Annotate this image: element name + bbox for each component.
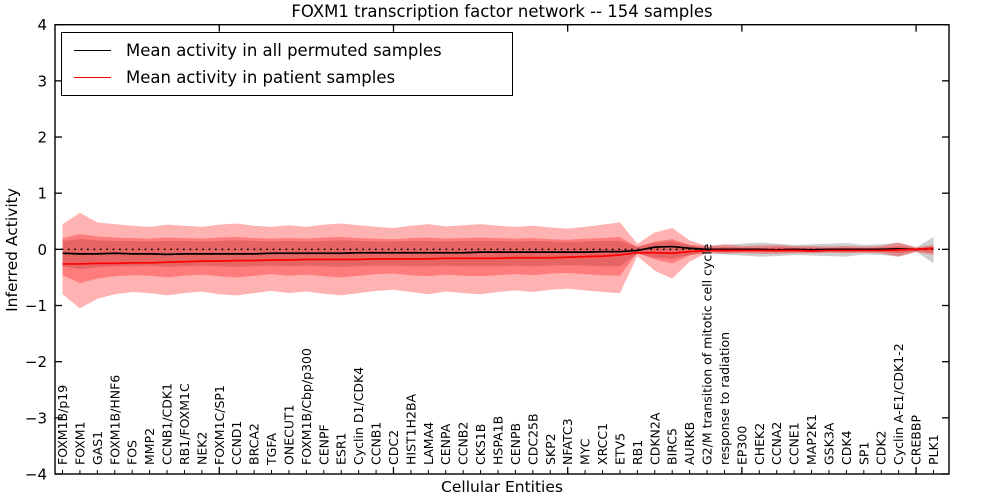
- x-tick-label: BRCA2: [247, 423, 262, 465]
- x-tick-label: CENPA: [438, 423, 453, 465]
- x-tick-label: XRCC1: [595, 423, 610, 465]
- x-tick-label: CDKN2A: [647, 412, 662, 465]
- x-tick-label: FOS: [125, 440, 140, 465]
- x-tick-label: SKP2: [543, 433, 558, 465]
- x-tick-label: G2/M transition of mitotic cell cycle: [700, 243, 715, 465]
- y-tick-label: −2: [25, 353, 47, 371]
- x-tick-label: CKS1B: [473, 424, 488, 465]
- legend-entry-permuted: Mean activity in all permuted samples: [74, 38, 512, 64]
- y-tick-label: 3: [37, 72, 47, 90]
- x-tick-label: LAMA4: [421, 422, 436, 465]
- x-tick-label: ETV5: [612, 433, 627, 465]
- x-tick-label: ONECUT1: [281, 404, 296, 465]
- x-tick-label: CCNE1: [787, 422, 802, 465]
- x-tick-label: AURKB: [682, 422, 697, 465]
- y-tick-label: 2: [37, 129, 47, 147]
- x-tick-label: FOXM1C/SP1: [212, 385, 227, 465]
- x-tick-label: GSK3A: [821, 422, 836, 465]
- x-tick-label: RB1: [630, 440, 645, 465]
- x-tick-label: CENPB: [508, 423, 523, 465]
- x-tick-label: MYC: [578, 438, 593, 465]
- x-tick-label: FOXM1: [72, 421, 87, 465]
- x-tick-label: NEK2: [194, 432, 209, 465]
- x-tick-label: CENPF: [316, 424, 331, 465]
- patient-mean-line: [62, 247, 934, 265]
- x-tick-label: CCNB1/CDK1: [160, 383, 175, 465]
- x-tick-label: CDC2: [386, 430, 401, 465]
- x-tick-label: Cyclin A-E1/CDK1-2: [891, 343, 906, 465]
- legend-label-permuted: Mean activity in all permuted samples: [126, 41, 442, 60]
- patient-samples-outer-range-band: [62, 212, 934, 309]
- legend-line-patient-icon: [74, 77, 111, 78]
- x-tick-label: CHEK2: [752, 423, 767, 465]
- x-tick-label: CCND1: [229, 421, 244, 465]
- x-tick-label: FOXM1B/p19: [55, 385, 70, 465]
- x-tick-label: response to radiation: [717, 332, 732, 465]
- x-axis-label: Cellular Entities: [441, 478, 563, 496]
- x-tick-label: FOXM1B/HNF6: [107, 375, 122, 465]
- x-tick-label: RB1/FOXM1C: [177, 383, 192, 465]
- legend-entry-patient: Mean activity in patient samples: [74, 65, 512, 91]
- x-tick-label: SP1: [856, 442, 871, 465]
- y-tick-label: 1: [37, 185, 47, 203]
- x-tick-label: MAP2K1: [804, 414, 819, 465]
- x-tick-label: CCNB1: [369, 422, 384, 465]
- x-tick-label: EP300: [734, 426, 749, 465]
- y-tick-label: −3: [25, 409, 47, 427]
- x-tick-label: CDK2: [874, 430, 889, 465]
- x-tick-label: HIST1H2BA: [403, 393, 418, 465]
- x-tick-label: Cyclin D1/CDK4: [351, 367, 366, 465]
- legend-label-patient: Mean activity in patient samples: [126, 68, 396, 87]
- x-tick-label: CDC25B: [525, 413, 540, 465]
- chart-title: FOXM1 transcription factor network -- 15…: [291, 2, 713, 21]
- x-tick-label: TGFA: [264, 433, 279, 466]
- y-tick-label: 0: [37, 241, 47, 259]
- x-tick-label: CDK4: [839, 430, 854, 465]
- x-tick-label: NFATC3: [560, 418, 575, 465]
- x-tick-label: CREBBP: [909, 415, 924, 465]
- y-tick-label: −4: [25, 466, 47, 484]
- x-tick-label: PLK1: [926, 434, 941, 465]
- x-tick-label: HSPA1B: [491, 416, 506, 465]
- x-tick-label: CCNA2: [769, 422, 784, 465]
- x-tick-label: FOXM1B/Cbp/p300: [299, 348, 314, 465]
- legend: Mean activity in all permuted samples Me…: [61, 32, 513, 96]
- x-tick-label: GAS1: [90, 431, 105, 465]
- y-tick-label: 4: [37, 16, 47, 34]
- permuted-mean-line: [62, 245, 934, 256]
- x-tick-label: ESR1: [334, 433, 349, 465]
- legend-line-permuted-icon: [74, 50, 111, 51]
- x-tick-label: CCNB2: [456, 422, 471, 465]
- x-tick-label: MMP2: [142, 428, 157, 465]
- x-tick-label: BIRC5: [665, 428, 680, 465]
- y-tick-label: −1: [25, 297, 47, 315]
